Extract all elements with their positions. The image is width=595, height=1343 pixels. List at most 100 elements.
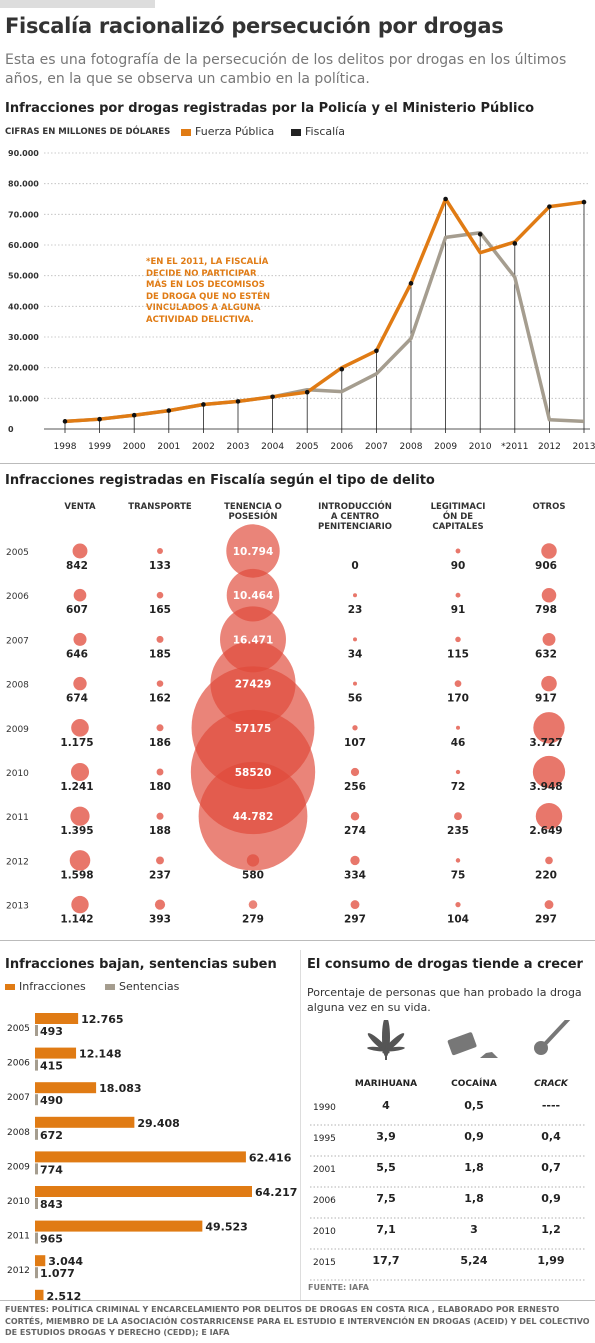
bar-infracciones [35, 1289, 44, 1300]
y-tick-label: 60.000 [8, 241, 39, 250]
data-point [166, 408, 172, 413]
bubble-value-label: 906 [535, 560, 557, 572]
bubble-tenencia [246, 854, 260, 867]
bubble-value-label: 162 [149, 693, 171, 705]
bubble-value-label: 23 [348, 604, 363, 616]
x-tick-label: 2001 [157, 442, 180, 452]
table-cell-value: 3,9 [376, 1130, 396, 1143]
bar-value-label: 64.217 [255, 1186, 297, 1199]
bubble [454, 680, 462, 687]
bubble [455, 769, 461, 775]
powder-pile [480, 1052, 498, 1058]
row-year-label: 2008 [6, 681, 29, 691]
bubble-value-label: 10.794 [233, 546, 274, 558]
row-year-label: 2013 [6, 902, 29, 912]
bar-infracciones [35, 1151, 246, 1163]
bubble-value-label: 91 [451, 604, 466, 616]
x-tick-label: 2002 [192, 442, 215, 452]
table-column-header: MARIHUANA [355, 1079, 417, 1089]
bubble-value-label: 46 [451, 737, 466, 749]
x-tick-label: 2013 [573, 442, 595, 452]
bubble [353, 637, 357, 642]
bubble [156, 768, 164, 776]
x-tick-label: 2008 [400, 442, 423, 452]
annotation-2011: *EN EL 2011, LA FISCALÍA DECIDE NO PARTI… [146, 257, 271, 325]
bar-value-label: 29.408 [137, 1117, 179, 1130]
data-point [443, 196, 448, 202]
row-year-label: 2012 [6, 857, 29, 867]
bubble-value-label: 674 [66, 693, 88, 705]
consumption-table: MARIHUANA COCAÍNA CRACK 1990 4 0,5 ---- 1995 3,9… [310, 1020, 585, 1281]
x-tick-label: 2004 [261, 442, 284, 452]
bubble [352, 725, 358, 731]
line-chart-title: Infracciones por drogas registradas por … [5, 101, 535, 116]
bar-value-label: 490 [40, 1094, 63, 1107]
table-cell-value: 0,9 [541, 1192, 561, 1205]
data-point [62, 419, 68, 424]
table-year-label: 2010 [313, 1227, 336, 1237]
row-year-label: 2007 [6, 636, 29, 646]
y-tick-label: 20.000 [8, 364, 39, 373]
bar-year-label: 2006 [7, 1059, 30, 1069]
line-chart-unit: CIFRAS EN MILLONES DE DÓLARES [5, 127, 171, 137]
bubble [350, 855, 360, 866]
bar-sentencias [35, 1163, 38, 1175]
bubble-value-label: 133 [149, 560, 171, 572]
bubble-value-label: 237 [149, 869, 171, 881]
bar-sentencias [35, 1267, 38, 1279]
bubble-value-label: 104 [447, 914, 469, 926]
bubble-value-label: 393 [149, 914, 171, 926]
bubble-value-label: 580 [242, 869, 264, 881]
bubble-value-label: 27429 [235, 679, 272, 691]
y-tick-label: 40.000 [8, 302, 39, 311]
bar-year-label: 2007 [7, 1093, 30, 1103]
bubble-value-label: 75 [451, 869, 466, 881]
row-year-label: 2011 [6, 813, 29, 823]
bubble-value-label: 0 [351, 560, 358, 572]
bubble-tenencia [226, 568, 280, 622]
bubble [545, 856, 553, 865]
bar-value-label: 12.765 [81, 1013, 123, 1026]
legend-swatch-gray [105, 984, 115, 990]
x-tick-label: 2000 [123, 442, 146, 452]
column-header: POSESIÓN [228, 510, 277, 522]
bubble [350, 900, 360, 910]
x-tick-label: 2012 [538, 442, 561, 452]
bar-infracciones [35, 1255, 46, 1267]
y-tick-label: 90.000 [8, 149, 39, 158]
x-tick-label: 2007 [365, 442, 388, 452]
divider [0, 1300, 595, 1301]
bubble-value-label: 279 [242, 914, 264, 926]
crack-pipe-icon [534, 1020, 571, 1055]
bubble-value-label: 235 [447, 825, 469, 837]
bubble-value-label: 334 [344, 869, 366, 881]
bar-infracciones [35, 1013, 79, 1024]
bar-chart-title: Infracciones bajan, sentencias suben [5, 957, 277, 972]
bubble [454, 812, 462, 821]
bar-value-label: 493 [40, 1025, 63, 1038]
pipe-bowl [534, 1041, 548, 1055]
series-line-fiscalia [64, 230, 585, 424]
column-header: CAPITALES [432, 522, 483, 532]
x-tick-label: 1999 [88, 442, 111, 452]
bubble-value-label: 798 [535, 604, 557, 616]
bubble [455, 858, 461, 863]
bubble [455, 636, 461, 643]
data-point [201, 402, 206, 407]
bubble-value-label: 220 [535, 869, 557, 881]
table-cell-value: 7,5 [376, 1192, 396, 1205]
bubble-value-label: 185 [149, 648, 171, 660]
bar-year-label: 2008 [7, 1128, 30, 1138]
bar-infracciones [35, 1047, 77, 1059]
bubble [542, 632, 556, 646]
bubble-value-label: 72 [451, 781, 466, 793]
bubble-value-label: 274 [344, 825, 366, 837]
bubble-value-label: 3.948 [529, 781, 562, 793]
bar-year-label: 2009 [7, 1162, 30, 1172]
column-header: OTROS [533, 502, 566, 512]
column-divider [300, 950, 301, 1300]
bubble [72, 543, 88, 559]
bar-sentencias [35, 1198, 38, 1209]
bubble [71, 895, 89, 914]
x-tick-label: *2011 [501, 442, 528, 452]
